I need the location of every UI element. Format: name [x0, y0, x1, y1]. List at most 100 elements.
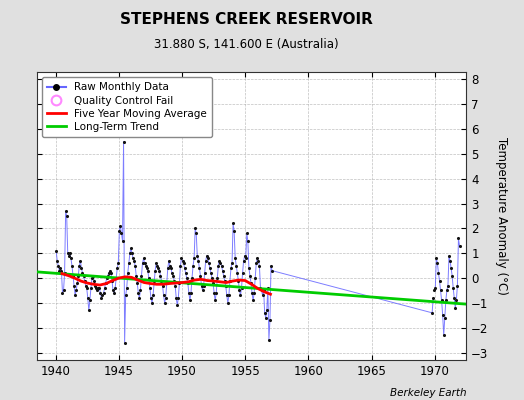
Point: [432, 255, 441, 262]
Point: [106, 268, 114, 274]
Point: [62, 213, 71, 219]
Point: [153, 262, 161, 269]
Point: [122, 292, 130, 299]
Point: [140, 260, 149, 266]
Point: [157, 277, 166, 284]
Point: [180, 265, 189, 271]
Point: [261, 314, 270, 321]
Point: [167, 265, 175, 271]
Point: [448, 272, 456, 279]
Point: [181, 270, 190, 276]
Point: [428, 310, 436, 316]
Point: [95, 285, 104, 291]
Point: [148, 300, 156, 306]
Point: [260, 310, 269, 316]
Point: [139, 255, 148, 262]
Point: [171, 282, 179, 289]
Point: [83, 295, 92, 301]
Point: [450, 295, 458, 301]
Point: [59, 287, 68, 294]
Point: [52, 248, 60, 254]
Point: [160, 300, 169, 306]
Point: [192, 230, 200, 236]
Point: [58, 290, 67, 296]
Point: [158, 282, 167, 289]
Point: [440, 332, 448, 338]
Point: [162, 280, 171, 286]
Point: [178, 258, 187, 264]
Point: [141, 262, 150, 269]
Point: [150, 280, 158, 286]
Point: [249, 297, 257, 304]
Point: [243, 230, 251, 236]
Point: [69, 272, 77, 279]
Point: [195, 265, 204, 271]
Point: [191, 225, 199, 232]
Point: [266, 317, 274, 324]
Point: [128, 250, 136, 256]
Point: [67, 255, 75, 262]
Point: [149, 292, 157, 299]
Point: [63, 250, 72, 256]
Point: [96, 290, 105, 296]
Point: [434, 270, 443, 276]
Point: [233, 270, 242, 276]
Point: [223, 292, 231, 299]
Y-axis label: Temperature Anomaly (°C): Temperature Anomaly (°C): [495, 137, 508, 295]
Point: [232, 262, 241, 269]
Point: [105, 270, 113, 276]
Point: [235, 287, 244, 294]
Point: [114, 260, 123, 266]
Point: [264, 285, 272, 291]
Point: [130, 258, 138, 264]
Point: [439, 312, 447, 318]
Point: [87, 285, 95, 291]
Point: [238, 270, 247, 276]
Point: [133, 280, 141, 286]
Point: [77, 265, 85, 271]
Point: [248, 290, 256, 296]
Point: [212, 290, 221, 296]
Point: [447, 265, 455, 271]
Point: [442, 297, 450, 304]
Point: [190, 255, 198, 262]
Point: [251, 275, 259, 281]
Point: [453, 282, 462, 289]
Point: [246, 272, 254, 279]
Point: [117, 230, 126, 236]
Point: [226, 277, 234, 284]
Point: [147, 295, 155, 301]
Point: [255, 262, 264, 269]
Text: STEPHENS CREEK RESERVOIR: STEPHENS CREEK RESERVOIR: [120, 12, 373, 27]
Point: [443, 287, 451, 294]
Point: [234, 277, 243, 284]
Point: [129, 255, 137, 262]
Point: [455, 242, 464, 249]
Text: Berkeley Earth: Berkeley Earth: [390, 388, 466, 398]
Point: [123, 285, 131, 291]
Point: [247, 280, 255, 286]
Point: [136, 287, 145, 294]
Point: [445, 252, 453, 259]
Point: [202, 258, 210, 264]
Point: [228, 260, 236, 266]
Point: [436, 287, 445, 294]
Point: [163, 265, 172, 271]
Point: [93, 287, 102, 294]
Point: [446, 258, 454, 264]
Point: [145, 275, 153, 281]
Point: [104, 272, 112, 279]
Point: [257, 287, 266, 294]
Point: [196, 272, 205, 279]
Point: [239, 258, 248, 264]
Point: [126, 250, 134, 256]
Point: [124, 270, 132, 276]
Point: [258, 292, 267, 299]
Point: [183, 280, 192, 286]
Point: [78, 270, 86, 276]
Point: [92, 285, 101, 291]
Point: [107, 270, 115, 276]
Point: [210, 290, 219, 296]
Point: [137, 272, 146, 279]
Legend: Raw Monthly Data, Quality Control Fail, Five Year Moving Average, Long-Term Tren: Raw Monthly Data, Quality Control Fail, …: [42, 77, 212, 137]
